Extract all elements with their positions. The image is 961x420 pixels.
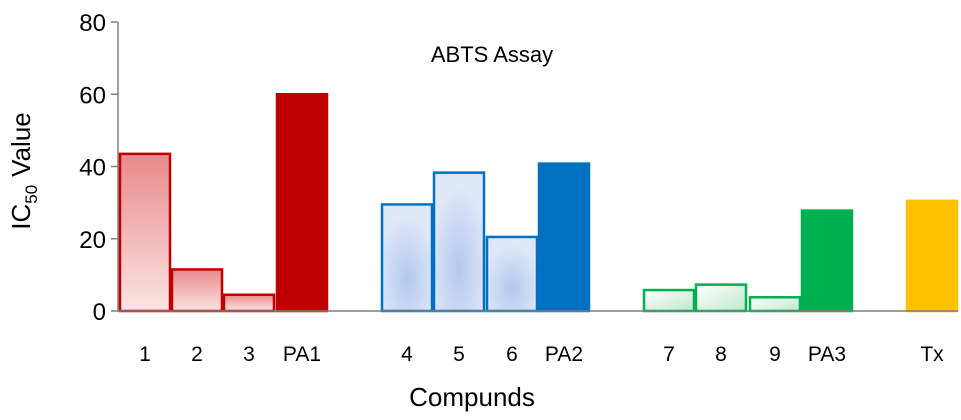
- bar-7: [642, 288, 696, 313]
- bar-4: [380, 203, 434, 313]
- bar-2: [170, 268, 224, 313]
- bar-1: [118, 152, 172, 313]
- x-tick-label: PA3: [808, 343, 846, 366]
- bar-9: [748, 296, 802, 313]
- bar-pa1: [275, 93, 329, 313]
- x-tick-label: 5: [453, 343, 465, 366]
- bar-pa2: [537, 162, 591, 313]
- bar-8: [694, 283, 748, 313]
- x-tick-label: Tx: [920, 343, 944, 366]
- bars: [118, 93, 959, 313]
- y-tick-label: 20: [79, 227, 106, 254]
- x-tick-label: 1: [139, 343, 151, 366]
- x-tick-label: 3: [243, 343, 255, 366]
- y-tick-label: 0: [93, 299, 106, 326]
- x-tick-label: 2: [191, 343, 203, 366]
- x-tick-label: 4: [401, 343, 413, 366]
- x-tick-label: PA1: [283, 343, 321, 366]
- x-axis-label: Compunds: [409, 382, 535, 412]
- y-tick-label: 80: [79, 10, 106, 37]
- x-tick-label: 7: [663, 343, 675, 366]
- y-axis: 0 20 40 60 80: [79, 10, 119, 326]
- x-axis: 1 2 3 PA1 4 5 6 PA2 7 8 9 PA3 Tx: [118, 310, 958, 366]
- y-axis-label: IC50Value: [6, 112, 41, 230]
- y-tick-label: 60: [79, 82, 106, 109]
- x-tick-label: 9: [769, 343, 781, 366]
- y-tick-label: 40: [79, 155, 106, 182]
- bar-tx: [905, 199, 959, 313]
- x-tick-label: 8: [715, 343, 727, 366]
- bar-3: [222, 293, 276, 313]
- bar-pa3: [800, 209, 854, 313]
- bar-6: [485, 235, 539, 313]
- bar-5: [432, 171, 486, 313]
- x-tick-label: PA2: [545, 343, 583, 366]
- chart-title: ABTS Assay: [431, 42, 553, 67]
- x-tick-label: 6: [506, 343, 518, 366]
